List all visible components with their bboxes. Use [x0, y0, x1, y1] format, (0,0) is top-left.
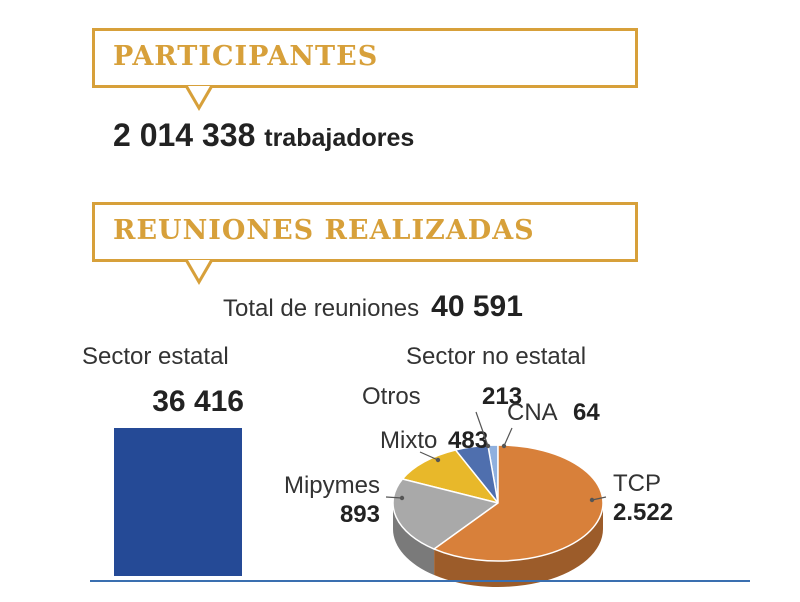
leader-dot-otros [485, 443, 491, 449]
slice-value-tcp: 2.522 [613, 499, 673, 526]
leader-line-tcp [591, 496, 607, 501]
pie-slice-mipymes [392, 478, 500, 550]
participants-value: 2 014 338 [113, 117, 256, 153]
leader-dot-cna [501, 443, 507, 449]
state-sector-value: 36 416 [152, 385, 244, 418]
slice-value-mixto: 483 [448, 427, 488, 454]
leader-dot-mixto [435, 457, 441, 463]
leader-dot-tcp [589, 497, 595, 503]
leader-dot-mipymes [399, 495, 405, 501]
pie-slice-mixto [401, 449, 500, 505]
leader-line-cna [503, 427, 513, 447]
state-sector-bar [114, 428, 242, 576]
meetings-callout: REUNIONES REALIZADAS [92, 202, 638, 285]
slice-label-tcp: TCP [613, 470, 661, 497]
slice-label-otros: Otros [362, 383, 421, 410]
slice-value-otros: 213 [482, 383, 522, 410]
pie-slice-tcp [432, 444, 604, 562]
non-state-sector-title: Sector no estatal [406, 343, 587, 370]
slice-label-mixto: Mixto [380, 427, 437, 454]
leader-line-otros [475, 411, 489, 447]
total-meetings: Total de reuniones 40 591 [223, 290, 523, 324]
total-value: 40 591 [431, 290, 523, 323]
slice-value-cna: 64 [573, 399, 600, 426]
participants-callout: PARTICIPANTES [92, 28, 638, 111]
slice-value-mipymes: 893 [340, 501, 380, 528]
slice-label-mipymes: Mipymes [284, 472, 380, 499]
meetings-title: REUNIONES REALIZADAS [113, 215, 535, 246]
state-sector-title: Sector estatal [82, 343, 229, 370]
participants-unit: trabajadores [264, 124, 415, 152]
baseline-divider [90, 580, 750, 582]
slice-label-cna: CNA [507, 399, 558, 426]
participants-count: 2 014 338 trabajadores [113, 117, 414, 154]
participants-title: PARTICIPANTES [113, 41, 379, 72]
pie-side-tcp [434, 503, 603, 587]
leader-line-mixto [419, 451, 439, 461]
pie-side-mipymes [393, 503, 435, 576]
leader-line-mipymes [385, 496, 403, 499]
total-label: Total de reuniones [223, 295, 420, 322]
